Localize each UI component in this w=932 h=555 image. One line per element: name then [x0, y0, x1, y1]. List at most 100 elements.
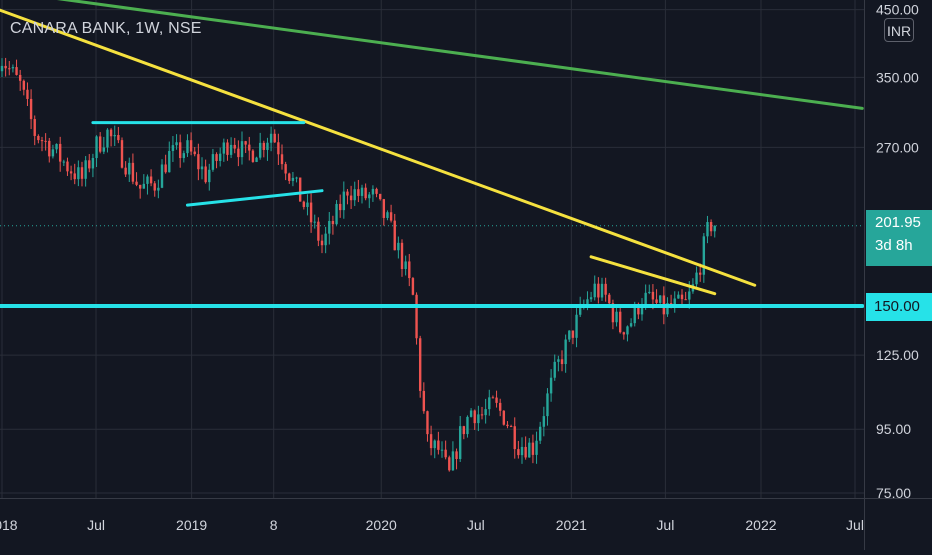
last-price-label: 201.95 3d 8h: [866, 210, 932, 266]
candle-body: [102, 147, 106, 152]
candle: [222, 138, 226, 162]
currency-badge[interactable]: INR: [884, 18, 914, 42]
candle-body: [317, 221, 320, 241]
candle-body: [626, 326, 629, 335]
candle: [204, 159, 207, 184]
candle-body: [255, 157, 258, 162]
candle-body: [98, 136, 102, 152]
candle: [684, 291, 687, 301]
candle: [66, 157, 69, 176]
candle: [658, 295, 662, 305]
candle: [58, 136, 62, 172]
candle: [368, 191, 371, 209]
candle-body: [444, 449, 447, 458]
candle-body: [542, 416, 546, 427]
candle-body: [84, 160, 87, 179]
candle-body: [498, 402, 502, 411]
candle-body: [509, 426, 513, 428]
time-axis-tick: Jul: [656, 517, 674, 533]
candle-body: [175, 142, 178, 146]
candle-body: [109, 129, 113, 137]
candle-body: [440, 449, 444, 451]
candle-body: [164, 164, 167, 173]
candle-body: [593, 283, 596, 298]
candle-body: [651, 291, 655, 300]
candle: [168, 141, 171, 173]
candle-body: [677, 294, 680, 299]
candle: [604, 277, 607, 302]
candle-body: [640, 304, 644, 315]
candle-body: [597, 283, 600, 298]
candle-body: [186, 140, 189, 154]
candle: [571, 330, 575, 345]
candle-body: [248, 144, 251, 151]
candle-body: [80, 167, 84, 179]
candle: [18, 69, 22, 91]
candle-body: [233, 144, 236, 149]
candle-body: [240, 141, 244, 158]
candle: [309, 193, 313, 233]
candle-body: [73, 173, 76, 180]
candle: [142, 174, 146, 189]
candle-body: [571, 330, 575, 338]
candle-body: [466, 416, 469, 435]
candle-body: [713, 225, 716, 232]
candle: [448, 455, 451, 472]
candle: [371, 185, 375, 202]
candle: [542, 406, 546, 437]
candle-body: [695, 272, 698, 285]
candle-body: [455, 451, 458, 459]
candle-body: [4, 65, 7, 69]
candle: [51, 144, 55, 159]
candle: [393, 213, 396, 251]
candle: [520, 437, 524, 464]
candle: [266, 137, 269, 161]
candle: [549, 369, 553, 402]
candle-body: [702, 236, 706, 275]
candle: [197, 143, 200, 181]
candle-body: [153, 183, 156, 191]
candle: [298, 177, 302, 202]
candle: [208, 163, 211, 191]
candle-body: [488, 397, 491, 410]
candle: [615, 304, 618, 327]
candle: [440, 441, 444, 458]
candle-body: [684, 299, 687, 301]
candle-body: [709, 222, 713, 232]
price-axis-tick: 450.00: [876, 2, 919, 18]
candle-body: [309, 202, 313, 223]
candle: [80, 161, 84, 187]
candle-body: [135, 181, 138, 185]
candle-body: [313, 221, 316, 223]
candle-body: [578, 305, 582, 315]
candle: [411, 276, 415, 296]
candle-body: [277, 142, 280, 155]
time-axis-tick: Jul: [87, 517, 105, 533]
candle: [313, 214, 316, 229]
candle: [280, 144, 284, 170]
candle-body: [382, 199, 386, 218]
candle: [288, 172, 291, 184]
candle: [171, 136, 175, 162]
candle-body: [622, 332, 626, 335]
candle-body: [357, 189, 360, 196]
candle: [629, 318, 633, 328]
candle-body: [168, 151, 171, 173]
candle-body: [244, 141, 247, 145]
candle-body: [208, 169, 211, 183]
candle: [353, 181, 356, 207]
candle: [149, 169, 153, 187]
candle: [433, 439, 436, 459]
candle-body: [429, 434, 433, 449]
candle-body: [58, 143, 62, 162]
candle-body: [298, 177, 302, 202]
candle: [146, 174, 149, 195]
candle: [382, 198, 386, 226]
candle: [106, 128, 109, 153]
candle-body: [306, 202, 309, 207]
candle: [335, 200, 338, 226]
candle-body: [346, 191, 349, 196]
candle: [338, 194, 342, 218]
